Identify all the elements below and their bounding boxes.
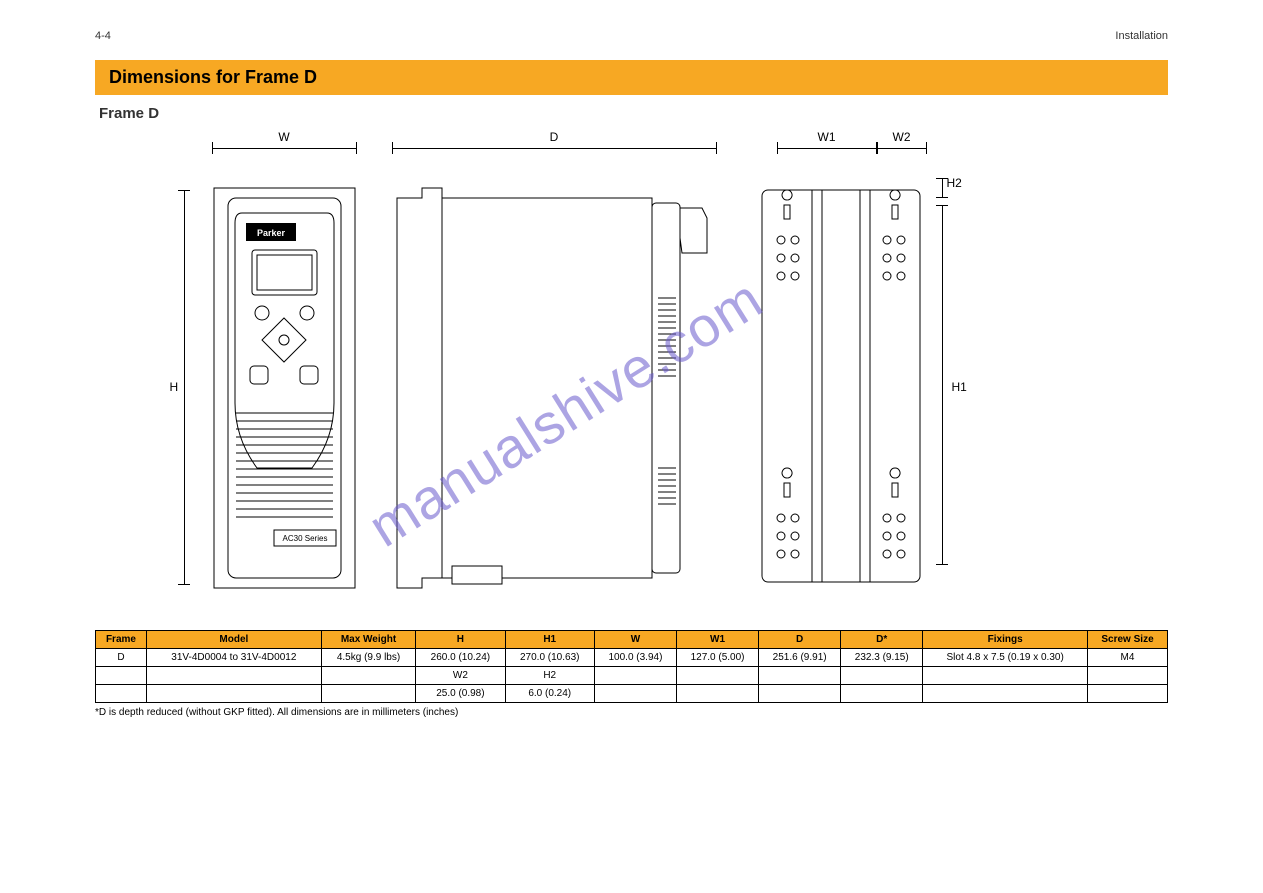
dim-label-h1: H1 — [952, 380, 967, 394]
dim-line-w — [212, 148, 357, 149]
back-view — [757, 178, 927, 593]
dimension-diagram: W D W1 W2 H2 H H1 Parker — [172, 130, 1092, 615]
chapter-name: Installation — [1115, 30, 1168, 42]
col-weight: Max Weight — [321, 631, 415, 649]
col-h: H — [416, 631, 505, 649]
dimensions-table: Frame Model Max Weight H H1 W W1 D D* Fi… — [95, 630, 1168, 703]
dim-label-w1: W1 — [777, 130, 877, 144]
page-header: 4-4 Installation — [95, 30, 1168, 42]
subtitle: Frame D — [99, 105, 1168, 122]
dim-line-d — [392, 148, 717, 149]
dim-label-w: W — [212, 130, 357, 144]
col-w1: W1 — [677, 631, 759, 649]
col-d: D — [759, 631, 841, 649]
dim-line-h — [184, 190, 185, 585]
dim-line-w1 — [777, 148, 877, 149]
dim-line-h1 — [942, 205, 943, 565]
table-row: D 31V-4D0004 to 31V-4D0012 4.5kg (9.9 lb… — [96, 649, 1168, 667]
table-row: 25.0 (0.98) 6.0 (0.24) — [96, 685, 1168, 703]
side-view — [392, 178, 717, 593]
title-bar: Dimensions for Frame D — [95, 60, 1168, 95]
col-fixings: Fixings — [923, 631, 1088, 649]
table-row: W2 H2 — [96, 667, 1168, 685]
col-model: Model — [146, 631, 321, 649]
col-h1: H1 — [505, 631, 594, 649]
dim-label-d: D — [392, 130, 717, 144]
dim-line-h2 — [942, 178, 943, 198]
col-frame: Frame — [96, 631, 147, 649]
dim-label-w2: W2 — [877, 130, 927, 144]
footnote: *D is depth reduced (without GKP fitted)… — [95, 707, 1168, 718]
dim-line-w2 — [877, 148, 927, 149]
dim-label-h: H — [170, 380, 179, 394]
col-w: W — [594, 631, 676, 649]
table-header-row: Frame Model Max Weight H H1 W W1 D D* Fi… — [96, 631, 1168, 649]
front-view: Parker — [212, 178, 357, 593]
page-number: 4-4 — [95, 30, 111, 42]
brand-label: Parker — [256, 228, 285, 238]
series-label: AC30 Series — [282, 534, 327, 543]
col-screw: Screw Size — [1088, 631, 1168, 649]
dim-label-h2: H2 — [947, 176, 962, 190]
col-dstar: D* — [841, 631, 923, 649]
